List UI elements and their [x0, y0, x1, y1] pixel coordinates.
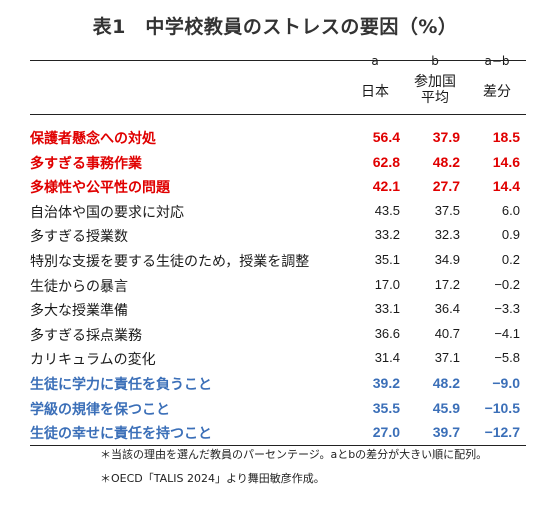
value-japan: 42.1: [372, 178, 400, 195]
row-label: 多すぎる事務作業: [30, 155, 142, 172]
value-diff: −10.5: [484, 399, 520, 416]
table-notes: ＊当該の理由を選んだ教員のパーセンテージ。aとbの差分が大きい順に配列。 ＊OE…: [100, 443, 487, 491]
value-diff: −9.0: [492, 374, 520, 391]
value-average: 32.3: [434, 227, 460, 243]
value-average: 17.2: [434, 276, 460, 292]
table-row: 多すぎる採点業務 36.6 40.7 −4.1: [30, 322, 526, 347]
row-label: 自治体や国の要求に対応: [30, 204, 184, 221]
value-average: 40.7: [434, 325, 460, 341]
table-row: 保護者懸念への対処 56.4 37.9 18.5: [30, 125, 526, 150]
table-row: 生徒に学力に責任を負うこと 39.2 48.2 −9.0: [30, 371, 526, 396]
value-average: 48.2: [432, 374, 460, 391]
value-japan: 43.5: [374, 202, 400, 218]
column-diff-name: 差分: [483, 84, 511, 100]
value-diff: 0.9: [501, 227, 520, 243]
stress-factors-table: a b a−b 日本 参加国 平均 差分 保護者懸念への対処 56.4 37.9 18…: [30, 48, 526, 446]
column-a-letter: a: [371, 54, 379, 68]
column-b-name-line1: 参加国: [414, 74, 456, 90]
value-diff: 14.4: [492, 178, 520, 195]
value-diff: 14.6: [492, 153, 520, 170]
note-line-2: ＊OECD「TALIS 2024」より舞田敏彦作成。: [100, 472, 325, 485]
value-japan: 17.0: [374, 276, 400, 292]
table-bottom-rule: [30, 445, 526, 446]
value-average: 36.4: [434, 301, 460, 317]
value-japan: 31.4: [374, 350, 400, 366]
column-a-name: 日本: [361, 84, 389, 100]
table-title: 表1 中学校教員のストレスの要因（%）: [92, 16, 458, 38]
value-diff: −5.8: [494, 350, 520, 366]
value-average: 48.2: [432, 153, 460, 170]
row-label: 特別な支援を要する生徒のため，授業を調整: [30, 253, 310, 270]
column-diff-letter: a−b: [484, 54, 510, 68]
table-row: 多すぎる授業数 33.2 32.3 0.9: [30, 223, 526, 248]
value-japan: 33.2: [374, 227, 400, 243]
value-diff: −3.3: [494, 301, 520, 317]
value-japan: 39.2: [372, 374, 400, 391]
note-line-1: ＊当該の理由を選んだ教員のパーセンテージ。aとbの差分が大きい順に配列。: [100, 448, 488, 461]
table-body: 保護者懸念への対処 56.4 37.9 18.5 多すぎる事務作業 62.8 48.2 14.…: [30, 125, 526, 445]
table-row: 学級の規律を保つこと 35.5 45.9 −10.5: [30, 396, 526, 421]
table-row: 多すぎる事務作業 62.8 48.2 14.6: [30, 150, 526, 175]
table-row: 生徒の幸せに責任を持つこと 27.0 39.7 −12.7: [30, 420, 526, 445]
table-row: 多大な授業準備 33.1 36.4 −3.3: [30, 297, 526, 322]
table-row: カリキュラムの変化 31.4 37.1 −5.8: [30, 346, 526, 371]
value-japan: 36.6: [374, 325, 400, 341]
table-row: 自治体や国の要求に対応 43.5 37.5 6.0: [30, 199, 526, 224]
value-diff: −12.7: [484, 424, 520, 441]
value-diff: 6.0: [501, 202, 520, 218]
value-japan: 35.1: [374, 251, 400, 267]
table-row: 多様性や公平性の問題 42.1 27.7 14.4: [30, 174, 526, 199]
value-japan: 33.1: [374, 301, 400, 317]
value-japan: 35.5: [372, 399, 400, 416]
value-average: 34.9: [434, 251, 460, 267]
column-b-name-line2: 平均: [421, 90, 449, 106]
row-label: 学級の規律を保つこと: [30, 401, 170, 418]
row-label: カリキュラムの変化: [30, 352, 156, 369]
value-average: 37.5: [434, 202, 460, 218]
header-top-rule: [30, 60, 526, 61]
value-average: 39.7: [432, 424, 460, 441]
table-row: 特別な支援を要する生徒のため，授業を調整 35.1 34.9 0.2: [30, 248, 526, 273]
row-label: 多すぎる採点業務: [30, 327, 142, 344]
value-diff: 18.5: [492, 129, 520, 145]
row-label: 多すぎる授業数: [30, 229, 128, 246]
value-diff: −4.1: [494, 325, 520, 341]
table-row: 生徒からの暴言 17.0 17.2 −0.2: [30, 273, 526, 298]
value-average: 27.7: [432, 178, 460, 195]
value-average: 45.9: [432, 399, 460, 416]
row-label: 保護者懸念への対処: [30, 131, 156, 147]
value-japan: 27.0: [372, 424, 400, 441]
value-diff: −0.2: [494, 276, 520, 292]
value-japan: 56.4: [372, 129, 400, 145]
row-label: 生徒からの暴言: [30, 278, 128, 295]
row-label: 生徒の幸せに責任を持つこと: [30, 426, 212, 443]
value-average: 37.9: [432, 129, 460, 145]
value-japan: 62.8: [372, 153, 400, 170]
column-b-letter: b: [431, 54, 439, 68]
value-average: 37.1: [434, 350, 460, 366]
row-label: 多大な授業準備: [30, 303, 128, 320]
header-bottom-rule: [30, 114, 526, 115]
row-label: 生徒に学力に責任を負うこと: [30, 376, 212, 393]
row-label: 多様性や公平性の問題: [30, 180, 170, 197]
value-diff: 0.2: [501, 251, 520, 267]
table-header: a b a−b 日本 参加国 平均 差分: [30, 48, 526, 116]
